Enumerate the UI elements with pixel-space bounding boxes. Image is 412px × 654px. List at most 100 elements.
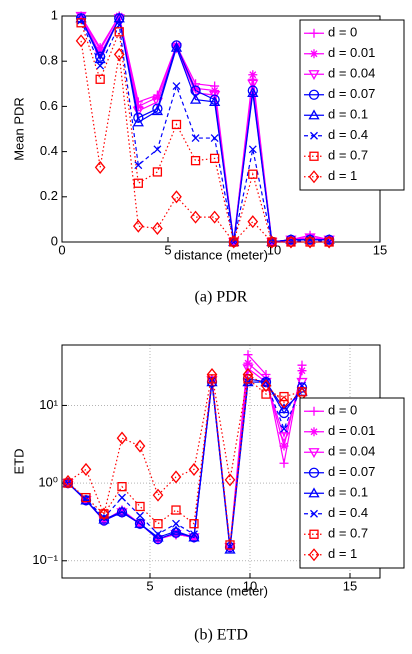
x-axis-label: distance (meter) bbox=[174, 247, 268, 262]
marker bbox=[285, 235, 297, 249]
marker bbox=[152, 167, 163, 177]
y-tick-label: 0 bbox=[51, 233, 58, 248]
marker bbox=[247, 87, 259, 97]
marker bbox=[153, 519, 163, 529]
legend-marker bbox=[309, 529, 319, 539]
marker bbox=[152, 534, 164, 545]
marker bbox=[170, 41, 183, 52]
series-line bbox=[67, 380, 303, 548]
marker bbox=[153, 145, 162, 154]
marker bbox=[154, 530, 162, 539]
marker bbox=[134, 439, 146, 453]
marker bbox=[188, 462, 200, 476]
marker bbox=[209, 210, 220, 224]
marker bbox=[191, 83, 201, 93]
marker bbox=[113, 47, 125, 61]
legend-marker bbox=[310, 509, 318, 518]
marker bbox=[190, 210, 201, 224]
marker bbox=[206, 368, 218, 382]
legend-marker bbox=[308, 467, 320, 478]
y-tick-label: 0.2 bbox=[40, 188, 58, 203]
legend-box bbox=[299, 19, 405, 191]
marker bbox=[94, 53, 106, 64]
marker bbox=[152, 221, 163, 235]
marker bbox=[262, 378, 270, 387]
marker bbox=[117, 505, 127, 515]
marker bbox=[210, 86, 220, 96]
series-line bbox=[80, 40, 330, 243]
legend-label: d = 0.4 bbox=[328, 127, 368, 142]
legend-label: d = 1 bbox=[328, 546, 357, 561]
marker bbox=[244, 378, 252, 387]
legend-label: d = 0.04 bbox=[328, 66, 375, 81]
x-tick-label: 5 bbox=[164, 242, 171, 257]
legend-label: d = 0 bbox=[328, 403, 357, 418]
marker bbox=[266, 235, 278, 249]
marker bbox=[304, 235, 316, 249]
marker bbox=[132, 219, 144, 233]
marker bbox=[189, 93, 202, 104]
marker bbox=[116, 431, 128, 445]
y-axis-label: Mean PDR bbox=[11, 97, 26, 161]
marker bbox=[117, 482, 127, 492]
marker bbox=[279, 391, 289, 402]
legend-box bbox=[299, 397, 405, 569]
legend-label: d = 0.07 bbox=[328, 464, 375, 479]
series-line bbox=[80, 22, 330, 243]
marker bbox=[132, 116, 144, 127]
y-tick-label: 0.8 bbox=[40, 53, 58, 68]
legend-label: d = 0.01 bbox=[328, 45, 375, 60]
legend-label: d = 0.01 bbox=[328, 423, 375, 438]
legend-marker bbox=[308, 170, 320, 184]
marker bbox=[170, 470, 182, 484]
legend-label: d = 0.4 bbox=[328, 505, 368, 520]
marker bbox=[64, 479, 72, 488]
marker bbox=[172, 82, 181, 91]
marker bbox=[189, 519, 199, 529]
marker bbox=[224, 473, 236, 487]
marker bbox=[225, 540, 235, 550]
marker bbox=[113, 12, 125, 23]
marker bbox=[209, 153, 220, 164]
marker bbox=[228, 235, 240, 249]
marker bbox=[243, 358, 253, 368]
legend-label: d = 0.07 bbox=[328, 86, 375, 101]
legend-marker bbox=[309, 427, 319, 437]
marker bbox=[279, 441, 289, 451]
caption: (a) PDR bbox=[195, 289, 248, 306]
marker bbox=[248, 169, 258, 179]
marker bbox=[136, 511, 144, 520]
legend-label: d = 0.1 bbox=[328, 107, 368, 122]
marker bbox=[75, 34, 87, 48]
marker bbox=[133, 178, 143, 188]
marker bbox=[323, 235, 335, 249]
y-tick-label: 10⁰ bbox=[38, 475, 58, 490]
marker bbox=[151, 105, 164, 116]
marker bbox=[248, 145, 257, 154]
legend-marker bbox=[309, 406, 319, 416]
marker bbox=[247, 215, 259, 229]
x-tick-label: 15 bbox=[343, 578, 357, 593]
marker bbox=[191, 134, 200, 142]
legend-marker bbox=[310, 131, 318, 140]
marker bbox=[98, 507, 110, 521]
legend: d = 0 d = 0.01 d = 0.04 d = 0.07 d = 0.1 d = … bbox=[299, 19, 405, 191]
legend-marker bbox=[308, 109, 320, 120]
legend-marker bbox=[308, 548, 320, 562]
marker bbox=[243, 374, 253, 384]
marker bbox=[133, 101, 143, 111]
marker bbox=[171, 505, 181, 515]
marker bbox=[278, 395, 290, 409]
marker bbox=[114, 11, 124, 21]
legend-label: d = 0.04 bbox=[328, 444, 375, 459]
marker bbox=[152, 103, 163, 114]
x-tick-label: 15 bbox=[373, 242, 387, 257]
marker bbox=[94, 160, 106, 174]
marker bbox=[114, 27, 124, 37]
marker bbox=[171, 40, 182, 51]
marker bbox=[170, 525, 182, 536]
legend-marker bbox=[308, 70, 320, 81]
legend-label: d = 1 bbox=[328, 168, 357, 183]
x-tick-label: 10 bbox=[243, 578, 257, 593]
